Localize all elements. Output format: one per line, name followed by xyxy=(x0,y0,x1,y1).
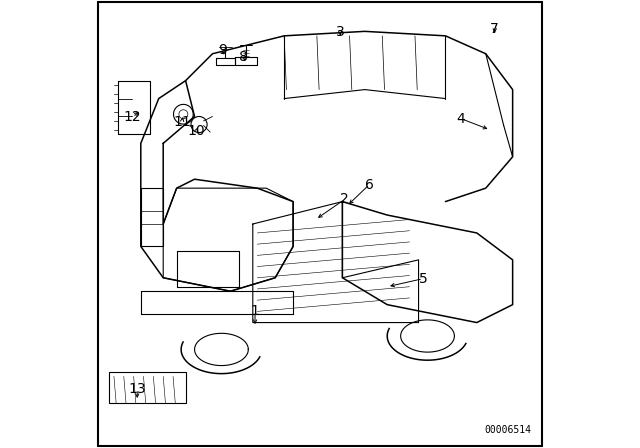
Text: 10: 10 xyxy=(188,124,205,138)
Text: 12: 12 xyxy=(124,110,141,125)
Text: 7: 7 xyxy=(490,22,499,36)
Bar xyxy=(109,372,186,403)
Text: 8: 8 xyxy=(239,50,248,64)
Text: 11: 11 xyxy=(173,115,191,129)
Text: 5: 5 xyxy=(419,271,428,286)
Text: 3: 3 xyxy=(336,25,344,39)
Text: 13: 13 xyxy=(129,382,146,396)
Text: 4: 4 xyxy=(457,112,465,126)
Text: 6: 6 xyxy=(365,177,374,192)
Text: 00006514: 00006514 xyxy=(484,425,532,435)
Text: 2: 2 xyxy=(340,192,349,207)
Text: 1: 1 xyxy=(251,304,259,319)
Text: 9: 9 xyxy=(218,43,227,57)
